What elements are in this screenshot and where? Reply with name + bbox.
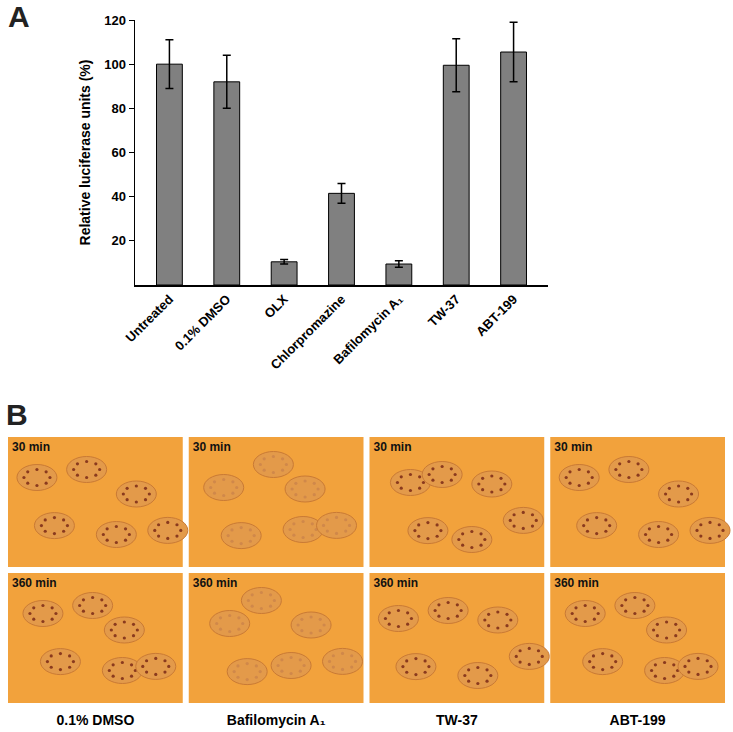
- svg-text:OLX: OLX: [261, 291, 291, 321]
- svg-text:360 min: 360 min: [193, 576, 238, 590]
- svg-text:B: B: [6, 398, 28, 431]
- svg-text:120: 120: [104, 13, 126, 28]
- svg-text:TW-37: TW-37: [425, 292, 463, 330]
- svg-text:Bafilomycin A₁: Bafilomycin A₁: [330, 292, 405, 367]
- svg-text:80: 80: [111, 101, 125, 116]
- svg-text:ABT-199: ABT-199: [473, 292, 520, 339]
- svg-text:100: 100: [104, 57, 126, 72]
- svg-text:30 min: 30 min: [12, 440, 50, 454]
- svg-text:360 min: 360 min: [554, 576, 599, 590]
- svg-text:20: 20: [111, 233, 125, 248]
- svg-text:360 min: 360 min: [374, 576, 419, 590]
- svg-text:Untreated: Untreated: [123, 292, 177, 346]
- svg-text:60: 60: [111, 145, 125, 160]
- svg-text:ABT-199: ABT-199: [610, 712, 666, 728]
- svg-text:Relative luciferase units (%): Relative luciferase units (%): [77, 60, 93, 246]
- svg-text:30 min: 30 min: [554, 440, 592, 454]
- html-text:A: A: [8, 0, 30, 33]
- svg-text:Bafilomycin A₁: Bafilomycin A₁: [227, 712, 326, 728]
- svg-text:30 min: 30 min: [374, 440, 412, 454]
- svg-text:30 min: 30 min: [193, 440, 231, 454]
- svg-text:40: 40: [111, 189, 125, 204]
- svg-text:TW-37: TW-37: [436, 712, 478, 728]
- svg-text:360 min: 360 min: [12, 576, 57, 590]
- svg-text:0.1% DMSO: 0.1% DMSO: [56, 712, 134, 728]
- svg-text:Chlorpromazine: Chlorpromazine: [268, 292, 349, 373]
- svg-text:0.1% DMSO: 0.1% DMSO: [172, 292, 234, 354]
